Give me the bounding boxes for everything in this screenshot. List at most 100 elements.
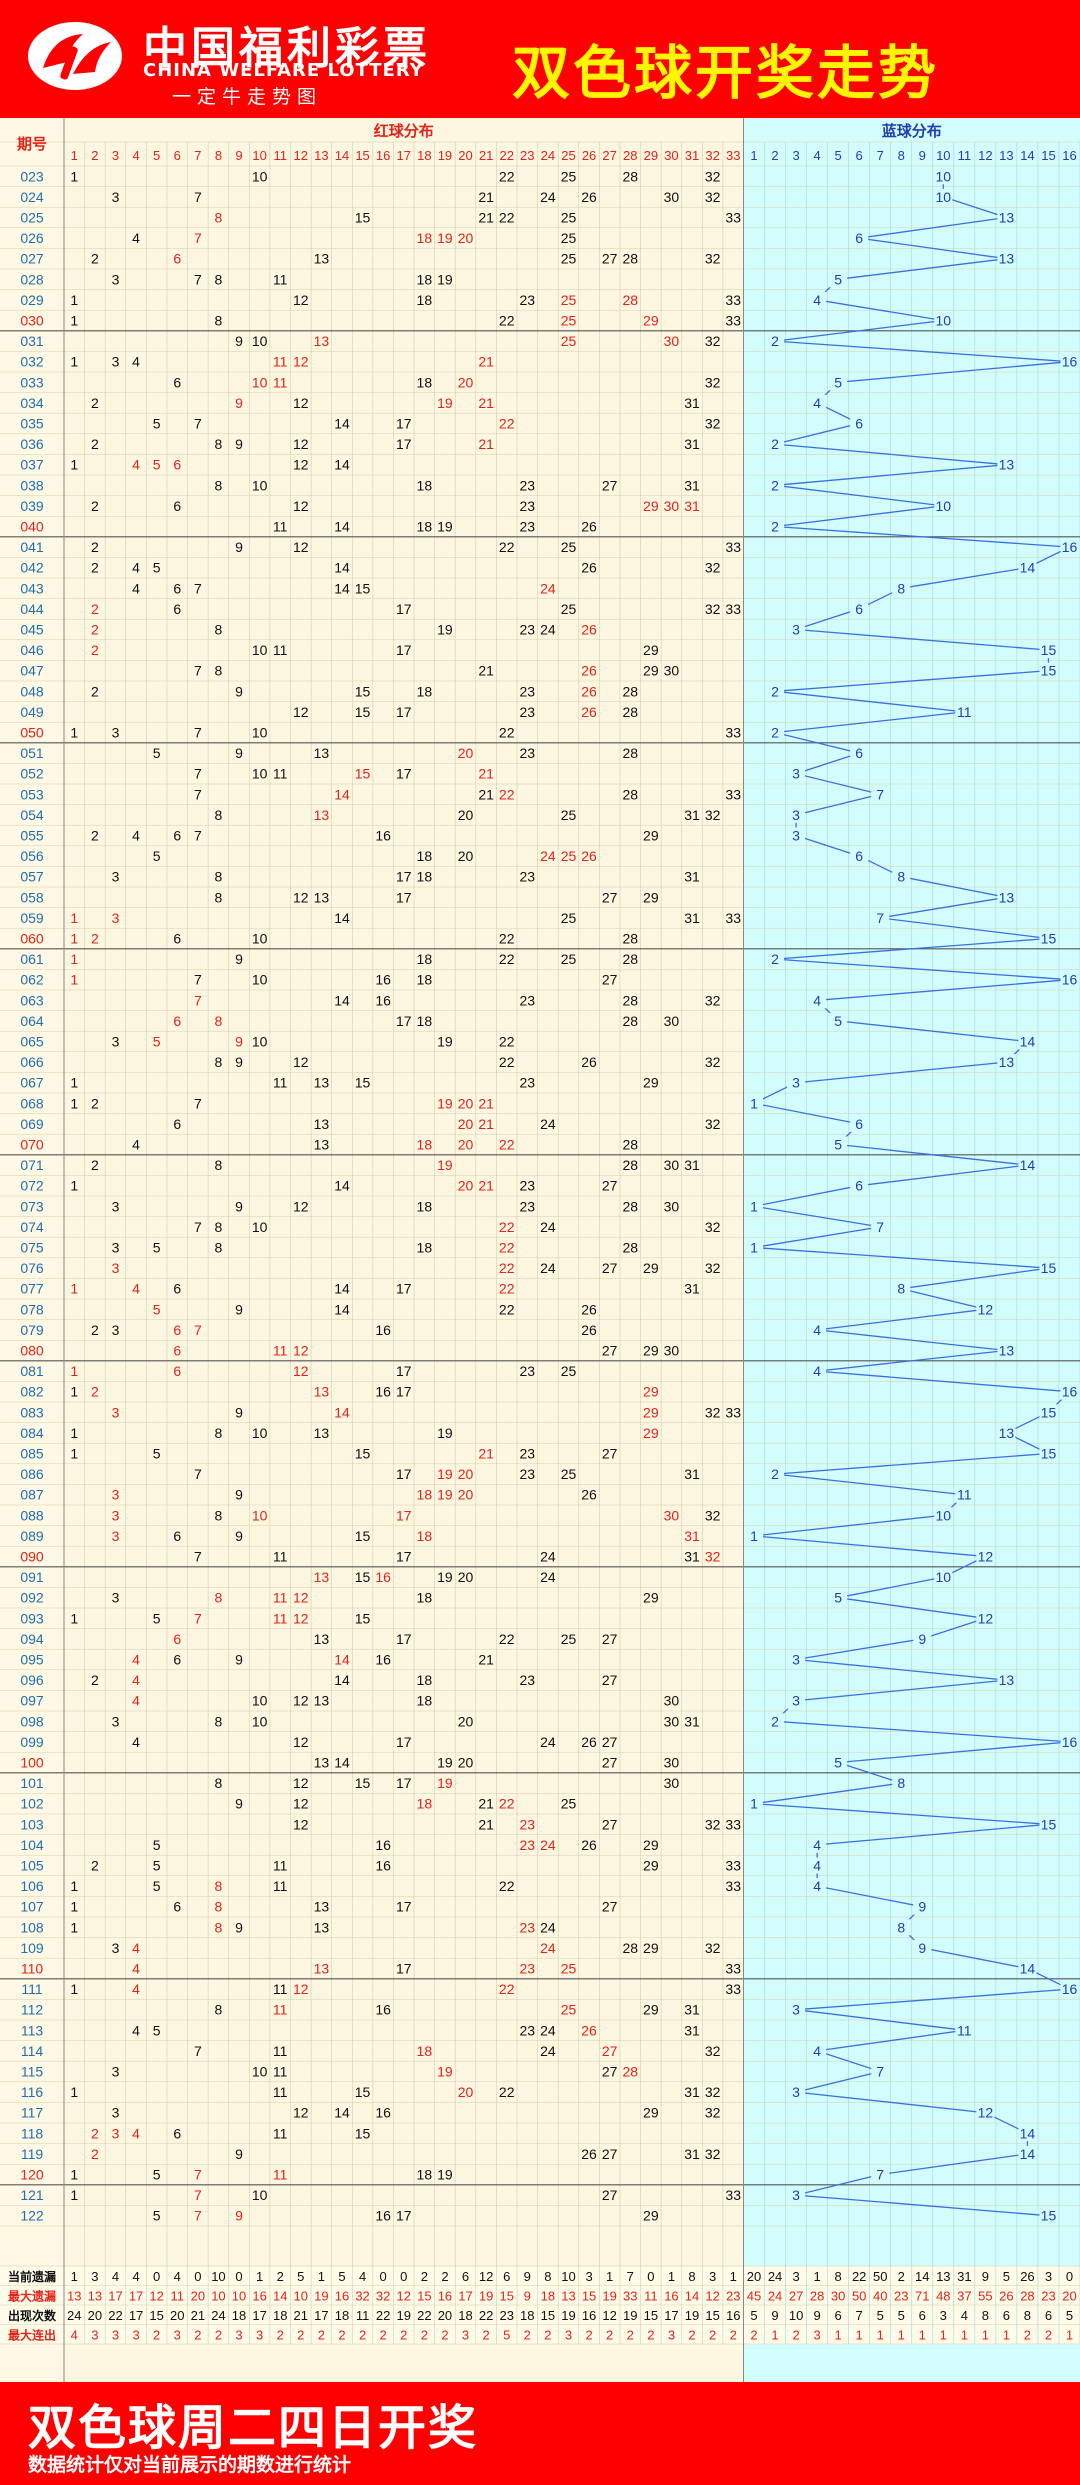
blue-ball-number: 8: [897, 1775, 905, 1791]
red-ball-number: 18: [417, 1240, 433, 1256]
red-ball-number: 14: [334, 2105, 350, 2121]
red-ball-number: 14: [334, 910, 350, 926]
red-stat-value: 2: [277, 2327, 284, 2342]
blue-stat-value: 24: [768, 2269, 782, 2284]
red-stat-value: 2: [297, 2327, 304, 2342]
red-stat-value: 3: [91, 2269, 98, 2284]
red-ball-number: 22: [499, 1240, 515, 1256]
red-ball-number: 5: [153, 2022, 161, 2038]
red-ball-number: 6: [173, 1322, 181, 1338]
red-ball-number: 22: [499, 539, 515, 555]
red-ball-number: 29: [643, 828, 659, 844]
red-ball-number: 16: [375, 1384, 391, 1400]
red-ball-number: 25: [561, 848, 577, 864]
red-column-label: 6: [174, 148, 181, 163]
red-ball-number: 2: [91, 1095, 99, 1111]
blue-ball-bg: [871, 2063, 890, 2080]
red-ball-number: 28: [622, 683, 638, 699]
red-stat-value: 17: [108, 2288, 122, 2303]
blue-ball-number: 7: [876, 786, 884, 802]
red-ball-number: 3: [112, 1713, 120, 1729]
red-ball-number: 33: [725, 725, 741, 741]
red-ball-number: 26: [581, 1487, 597, 1503]
red-stat-value: 10: [561, 2269, 575, 2284]
red-ball-number: 29: [643, 2105, 659, 2121]
red-ball-number: 14: [334, 1178, 350, 1194]
red-stat-value: 8: [688, 2269, 695, 2284]
red-ball-number: 16: [375, 972, 391, 988]
red-ball-number: 18: [417, 1487, 433, 1503]
blue-ball-bg: [766, 951, 785, 968]
red-stat-value: 12: [602, 2308, 616, 2323]
red-ball-number: 29: [643, 663, 659, 679]
red-ball-number: 23: [520, 1837, 536, 1853]
blue-stat-value: 27: [789, 2288, 803, 2303]
red-stat-value: 3: [174, 2327, 181, 2342]
red-ball-number: 9: [235, 1487, 243, 1503]
red-ball-number: 31: [684, 1466, 700, 1482]
header-banner: [0, 0, 1080, 118]
red-ball-number: 9: [235, 539, 243, 555]
red-stat-value: 10: [232, 2288, 246, 2303]
red-ball-number: 22: [499, 1219, 515, 1235]
red-ball-number: 30: [664, 1507, 680, 1523]
red-column-label: 22: [499, 148, 513, 163]
red-ball-number: 2: [91, 931, 99, 947]
red-ball-number: 3: [112, 1404, 120, 1420]
blue-column-label: 14: [1020, 148, 1034, 163]
red-ball-number: 8: [215, 1919, 223, 1935]
red-ball-number: 12: [293, 1054, 309, 1070]
red-stat-value: 20: [170, 2308, 184, 2323]
red-ball-number: 1: [70, 1281, 78, 1297]
red-ball-number: 2: [91, 828, 99, 844]
red-ball-number: 23: [520, 1178, 536, 1194]
red-ball-number: 23: [520, 2022, 536, 2038]
red-ball-number: 24: [540, 1569, 556, 1585]
red-stat-value: 0: [380, 2269, 387, 2284]
red-ball-number: 26: [581, 2022, 597, 2038]
blue-stat-value: 9: [771, 2308, 778, 2323]
blue-column-label: 15: [1041, 148, 1055, 163]
blue-ball-bg: [766, 518, 785, 535]
blue-ball-number: 13: [999, 1425, 1015, 1441]
blue-ball-bg: [787, 1074, 806, 1091]
red-ball-number: 23: [520, 869, 536, 885]
blue-ball-number: 6: [855, 1178, 863, 1194]
red-stat-value: 15: [644, 2308, 658, 2323]
blue-ball-bg: [1018, 2145, 1037, 2162]
red-ball-number: 15: [355, 1775, 371, 1791]
red-ball-number: 19: [437, 1466, 453, 1482]
red-stat-value: 0: [400, 2269, 407, 2284]
blue-ball-number: 6: [855, 416, 863, 432]
red-stat-value: 6: [462, 2269, 469, 2284]
red-ball-number: 4: [132, 1693, 140, 1709]
red-ball-number: 12: [293, 1981, 309, 1997]
red-ball-number: 19: [437, 271, 453, 287]
red-ball-number: 25: [561, 1466, 577, 1482]
red-ball-number: 29: [643, 1425, 659, 1441]
blue-stat-value: 26: [999, 2288, 1013, 2303]
red-ball-number: 11: [273, 2167, 288, 2183]
period-id: 106: [20, 1878, 44, 1894]
page-title: 双色球开奖走势: [512, 39, 940, 107]
red-ball-number: 24: [540, 2022, 556, 2038]
red-stat-value: 2: [441, 2327, 448, 2342]
red-ball-number: 31: [684, 395, 700, 411]
red-ball-number: 18: [417, 1137, 433, 1153]
period-id: 056: [20, 848, 44, 864]
red-ball-number: 26: [581, 622, 597, 638]
red-ball-number: 27: [602, 1343, 618, 1359]
blue-ball-bg: [892, 1775, 911, 1792]
red-ball-number: 8: [215, 889, 223, 905]
red-ball-number: 7: [194, 786, 202, 802]
red-ball-number: 6: [173, 1116, 181, 1132]
red-stat-value: 0: [235, 2269, 242, 2284]
red-ball-number: 11: [273, 519, 288, 535]
red-ball-number: 7: [194, 992, 202, 1008]
blue-ball-bg: [976, 1548, 995, 1565]
red-ball-number: 23: [520, 683, 536, 699]
red-ball-number: 8: [215, 807, 223, 823]
period-id: 089: [20, 1528, 44, 1544]
blue-ball-number: 3: [792, 766, 800, 782]
red-ball-number: 28: [622, 745, 638, 761]
